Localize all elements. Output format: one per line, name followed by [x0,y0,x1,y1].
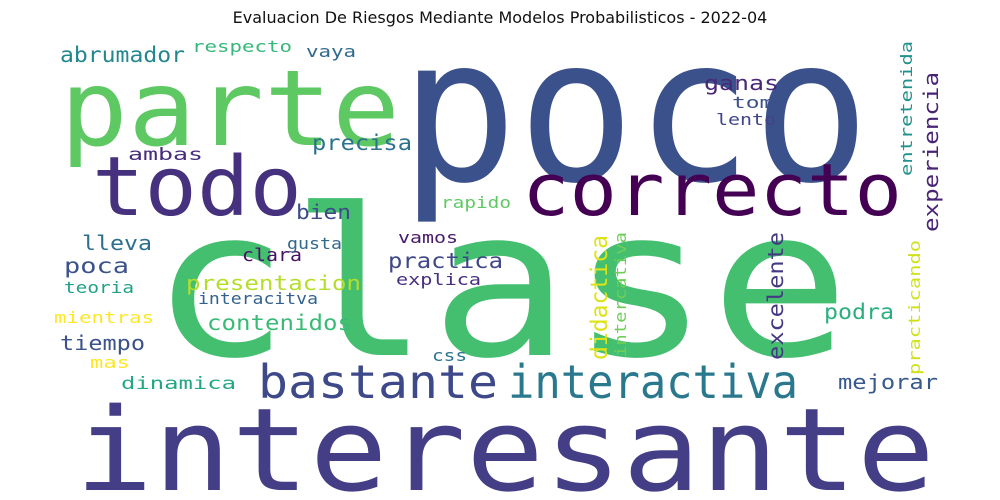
word-css: css [432,346,467,365]
word-respecto: respecto [192,37,292,56]
word-entretenida: entretenida [897,41,916,176]
word-clara: clara [242,245,302,266]
word-tiempo: tiempo [60,331,145,355]
word-bien: bien [296,200,351,224]
word-interesante: interesante [75,384,935,500]
word-experiencia: experiencia [919,72,943,232]
word-practicando: practicando [905,240,924,375]
word-dinamica: dinamica [121,374,236,394]
word-clase: clase [150,166,850,404]
word-explica: explica [396,270,481,289]
word-teoria: teoria [64,278,134,297]
word-ganas: ganas [704,71,779,95]
word-precisa: precisa [312,131,412,155]
word-mientras: mientras [54,308,154,327]
word-bastante: bastante [258,355,498,409]
word-todo: todo [92,140,302,235]
word-toma: toma [732,93,787,112]
word-vaya: vaya [306,42,356,61]
word-ambas: ambas [128,145,203,165]
word-interacitva: interacitva [198,289,318,308]
word-podra: podra [824,300,894,324]
word-parte: parte [60,48,400,170]
word-rapido: rapido [441,193,511,212]
word-gusta: gusta [287,234,342,253]
word-correcto: correcto [522,148,902,232]
word-practica: practica [388,249,503,273]
word-lleva: lleva [82,231,152,255]
word-poco: poco [400,0,870,228]
word-poca: poca [64,254,129,278]
word-vamos: vamos [398,228,458,247]
word-didactica: didactica [587,235,613,360]
word-intercativa: intercativa [611,232,630,357]
chart-title: Evaluacion De Riesgos Mediante Modelos P… [232,8,768,27]
word-presentacion: presentacion [186,271,361,295]
word-abrumador: abrumador [60,43,185,67]
word-mas: mas [90,353,130,372]
word-contenidos: contenidos [207,311,352,335]
word-excelente: excelente [764,232,788,360]
word-interactiva: interactiva [508,355,798,409]
word-mejorar: mejorar [838,370,938,394]
word-lento: lento [716,110,776,129]
